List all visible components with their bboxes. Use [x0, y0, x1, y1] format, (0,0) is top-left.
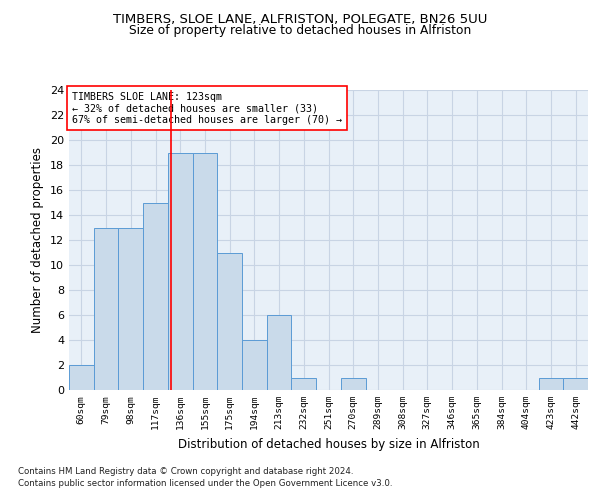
- Text: Contains HM Land Registry data © Crown copyright and database right 2024.: Contains HM Land Registry data © Crown c…: [18, 467, 353, 476]
- Bar: [168, 152, 193, 390]
- Bar: [143, 202, 168, 390]
- Bar: [267, 315, 292, 390]
- Bar: [118, 228, 143, 390]
- Text: TIMBERS, SLOE LANE, ALFRISTON, POLEGATE, BN26 5UU: TIMBERS, SLOE LANE, ALFRISTON, POLEGATE,…: [113, 12, 487, 26]
- Text: Size of property relative to detached houses in Alfriston: Size of property relative to detached ho…: [129, 24, 471, 37]
- Text: TIMBERS SLOE LANE: 123sqm
← 32% of detached houses are smaller (33)
67% of semi-: TIMBERS SLOE LANE: 123sqm ← 32% of detac…: [71, 92, 341, 124]
- Bar: [539, 378, 563, 390]
- Text: Contains public sector information licensed under the Open Government Licence v3: Contains public sector information licen…: [18, 478, 392, 488]
- Bar: [242, 340, 267, 390]
- Bar: [193, 152, 217, 390]
- Bar: [292, 378, 316, 390]
- Y-axis label: Number of detached properties: Number of detached properties: [31, 147, 44, 333]
- Bar: [69, 365, 94, 390]
- Bar: [341, 378, 365, 390]
- Bar: [94, 228, 118, 390]
- Bar: [563, 378, 588, 390]
- Bar: [217, 252, 242, 390]
- X-axis label: Distribution of detached houses by size in Alfriston: Distribution of detached houses by size …: [178, 438, 479, 450]
